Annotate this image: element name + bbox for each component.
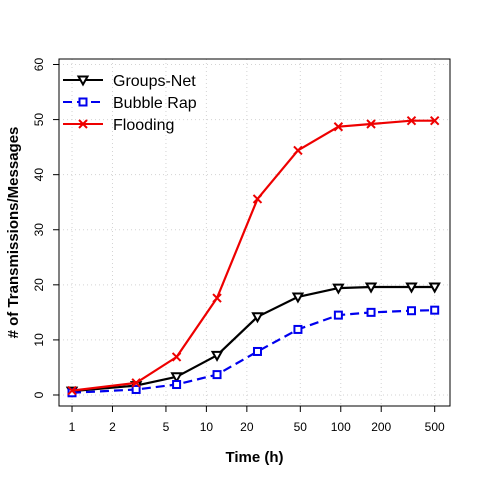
data-point-bubble-rap — [252, 346, 262, 356]
y-tick-label: 40 — [32, 168, 46, 182]
triangle-marker — [76, 75, 90, 87]
x-tick-label: 100 — [331, 420, 351, 434]
data-point-groups-net — [428, 282, 441, 294]
data-point-groups-net — [251, 312, 264, 324]
x-marker-stroke — [212, 293, 222, 303]
data-point-bubble-rap — [293, 324, 303, 334]
square-marker — [131, 384, 141, 394]
triangle-marker — [251, 312, 264, 324]
x-marker-stroke — [366, 119, 376, 129]
x-tick-label: 20 — [240, 420, 254, 434]
legend-entry-bubble-rap: Bubble Rap — [63, 95, 197, 112]
triangle-marker — [364, 282, 378, 294]
y-tick-label: 30 — [32, 223, 46, 237]
square-marker — [252, 346, 262, 356]
plot-frame — [58, 58, 451, 407]
square-marker — [78, 97, 88, 107]
data-point-flooding — [131, 378, 141, 388]
data-point-flooding — [67, 385, 77, 396]
data-point-groups-net — [291, 292, 305, 304]
x-marker-stroke — [293, 145, 303, 156]
x-tick-label: 200 — [371, 420, 391, 434]
square-marker — [406, 306, 416, 316]
data-point-groups-net — [364, 282, 378, 294]
legend-label: Bubble Rap — [113, 95, 197, 112]
data-point-bubble-rap — [333, 310, 343, 320]
legend: Groups-Net Bubble Rap Flooding — [63, 73, 197, 134]
series-layer — [65, 115, 441, 398]
x-marker-stroke — [406, 115, 417, 126]
data-point-bubble-rap — [366, 307, 376, 317]
triangle-marker — [428, 282, 441, 294]
x-marker-stroke — [333, 122, 344, 132]
series-line-groups-net — [71, 285, 435, 393]
data-point-flooding — [252, 194, 263, 204]
x-tick-label: 1 — [69, 420, 76, 434]
x-tick-label: 5 — [163, 420, 170, 434]
x-marker-stroke — [78, 119, 88, 129]
triangle-marker — [405, 282, 418, 294]
x-axis-title: Time (h) — [225, 449, 283, 466]
series-flooding — [67, 115, 440, 396]
triangle-marker — [210, 350, 224, 362]
series-line-bubble-rap — [71, 309, 435, 394]
y-tick-label: 20 — [32, 278, 46, 292]
series-groups-net — [65, 282, 441, 398]
y-tick-label: 60 — [32, 58, 46, 72]
x-marker-stroke — [67, 385, 77, 396]
data-point-groups-net — [210, 350, 224, 362]
data-point-flooding — [406, 115, 417, 126]
y-tick-label: 10 — [32, 333, 46, 347]
square-marker — [172, 380, 182, 390]
x-marker-stroke — [252, 194, 263, 204]
square-marker — [333, 310, 343, 320]
data-point-groups-net — [405, 282, 418, 294]
x-marker-stroke — [131, 378, 141, 388]
x-marker-stroke — [429, 115, 440, 126]
data-point-bubble-rap — [430, 305, 440, 315]
x-marker-stroke — [171, 352, 182, 362]
y-axis-title: # of Transmissions/Messages — [5, 127, 22, 339]
triangle-marker — [332, 283, 345, 295]
legend-label: Flooding — [113, 117, 174, 134]
y-tick-label: 0 — [32, 391, 46, 398]
data-point-flooding — [366, 119, 376, 129]
square-marker — [212, 370, 222, 380]
data-point-groups-net — [332, 283, 345, 295]
x-tick-label: 10 — [200, 420, 214, 434]
series-bubble-rap — [67, 305, 440, 398]
data-point-groups-net — [170, 372, 183, 384]
data-point-flooding — [293, 145, 303, 156]
data-point-flooding — [212, 293, 222, 303]
square-marker — [293, 324, 303, 334]
legend-entry-flooding: Flooding — [63, 117, 174, 134]
axis-ticks: 1 2 5 10 20 50 100 200 500 0 10 20 30 40 50 60 — [32, 58, 445, 434]
data-point-flooding — [333, 122, 344, 132]
legend-marker — [78, 97, 88, 107]
legend-entry-groups-net: Groups-Net — [63, 73, 196, 90]
data-point-flooding — [429, 115, 440, 126]
triangle-marker — [170, 372, 183, 384]
square-marker — [366, 307, 376, 317]
legend-marker — [78, 119, 88, 129]
data-point-bubble-rap — [131, 384, 141, 394]
x-tick-label: 2 — [109, 420, 116, 434]
square-marker — [430, 305, 440, 315]
data-point-bubble-rap — [406, 306, 416, 316]
y-tick-label: 50 — [32, 113, 46, 127]
legend-marker — [76, 75, 90, 87]
legend-label: Groups-Net — [113, 73, 196, 90]
x-tick-label: 50 — [294, 420, 308, 434]
data-point-bubble-rap — [172, 380, 182, 390]
data-point-flooding — [171, 352, 182, 362]
triangle-marker — [291, 292, 305, 304]
x-tick-label: 500 — [425, 420, 445, 434]
data-point-bubble-rap — [212, 370, 222, 380]
series-line-flooding — [71, 119, 435, 392]
